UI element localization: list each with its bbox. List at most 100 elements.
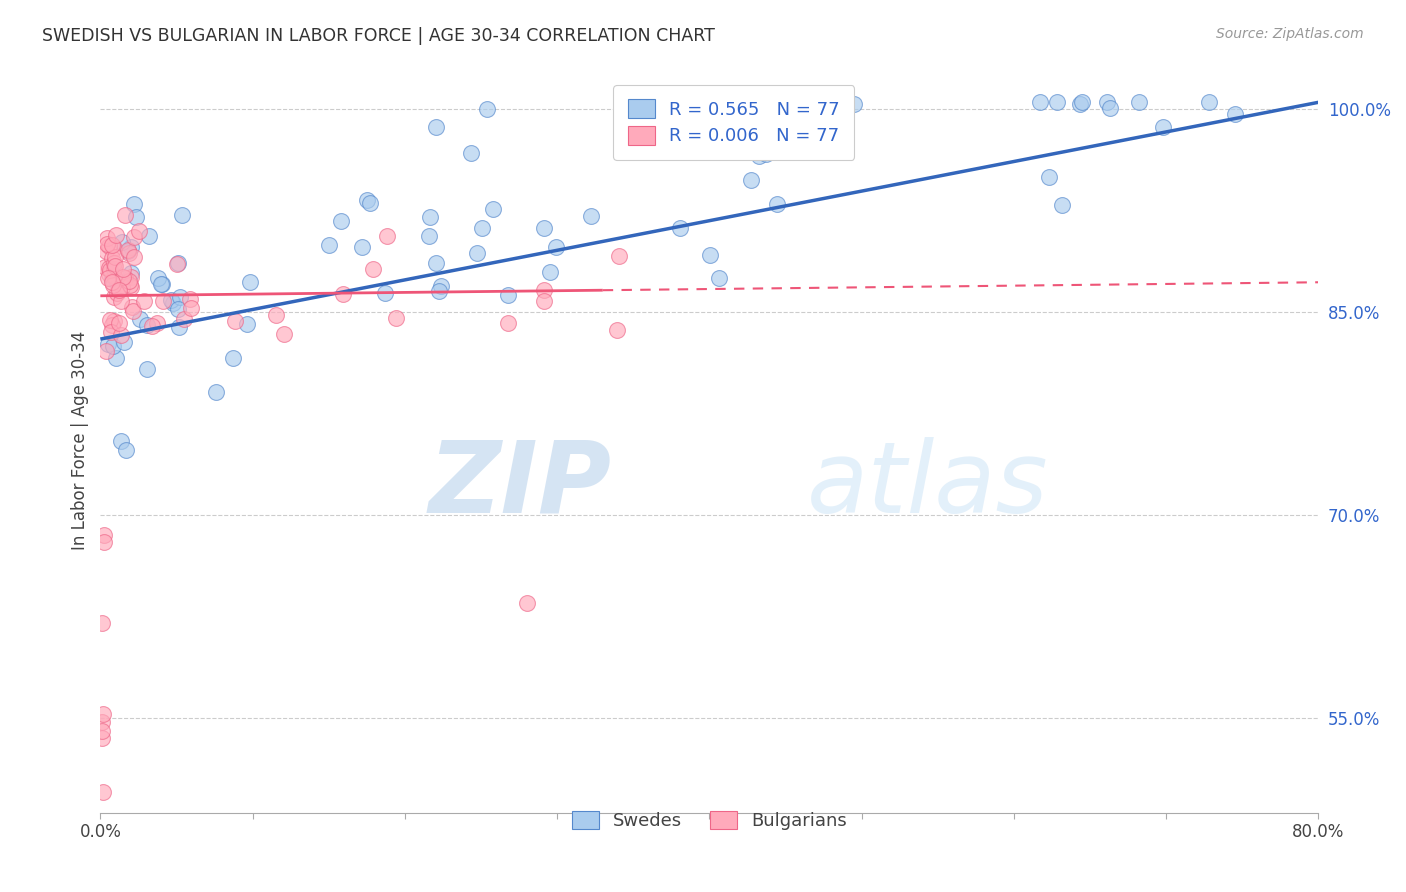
Point: [224, 313, 246, 327]
Point: [94, 344, 117, 359]
Point: [150, 277, 173, 291]
Point: [103, 314, 125, 328]
Point: [533, 220, 555, 235]
Point: [748, 149, 770, 163]
Point: [97, 267, 120, 281]
Point: [460, 146, 482, 161]
Point: [90, 616, 112, 631]
Point: [122, 230, 145, 244]
Point: [1128, 95, 1150, 110]
Legend: Swedes, Bulgarians: Swedes, Bulgarians: [557, 797, 862, 845]
Point: [101, 339, 124, 353]
Point: [429, 279, 451, 293]
Text: ZIP: ZIP: [429, 437, 612, 533]
Point: [264, 308, 287, 322]
Point: [169, 290, 191, 304]
Point: [693, 107, 716, 121]
Point: [120, 277, 142, 292]
Point: [110, 328, 132, 343]
Point: [105, 285, 128, 300]
Point: [173, 312, 195, 326]
Point: [1198, 95, 1220, 110]
Point: [110, 434, 132, 448]
Point: [114, 208, 136, 222]
Point: [98, 313, 121, 327]
Point: [93, 535, 115, 549]
Point: [112, 334, 135, 349]
Point: [145, 316, 167, 330]
Point: [101, 318, 124, 332]
Point: [471, 220, 494, 235]
Point: [356, 193, 378, 207]
Point: [1152, 120, 1174, 134]
Point: [103, 256, 125, 270]
Point: [96, 237, 118, 252]
Point: [101, 251, 124, 265]
Point: [496, 316, 519, 330]
Point: [755, 147, 778, 161]
Text: Source: ZipAtlas.com: Source: ZipAtlas.com: [1216, 27, 1364, 41]
Point: [150, 277, 173, 292]
Point: [350, 240, 373, 254]
Point: [1046, 95, 1069, 110]
Point: [120, 279, 142, 293]
Point: [170, 208, 193, 222]
Point: [103, 259, 125, 273]
Point: [122, 250, 145, 264]
Point: [90, 724, 112, 739]
Point: [167, 302, 190, 317]
Point: [103, 290, 125, 304]
Point: [118, 245, 141, 260]
Point: [101, 272, 124, 286]
Point: [97, 337, 120, 351]
Point: [581, 209, 603, 223]
Point: [110, 294, 132, 309]
Point: [273, 327, 295, 342]
Point: [418, 229, 440, 244]
Point: [425, 255, 447, 269]
Point: [1098, 101, 1121, 115]
Point: [765, 196, 787, 211]
Point: [146, 270, 169, 285]
Point: [96, 230, 118, 244]
Point: [91, 785, 114, 799]
Point: [97, 271, 120, 285]
Point: [110, 235, 132, 250]
Point: [477, 102, 499, 116]
Point: [221, 351, 243, 366]
Point: [204, 385, 226, 400]
Point: [482, 202, 505, 216]
Point: [1223, 107, 1246, 121]
Point: [1070, 95, 1092, 110]
Point: [117, 244, 139, 259]
Point: [120, 270, 142, 285]
Point: [122, 196, 145, 211]
Point: [118, 274, 141, 288]
Point: [374, 286, 396, 301]
Y-axis label: In Labor Force | Age 30-34: In Labor Force | Age 30-34: [72, 331, 89, 550]
Point: [699, 248, 721, 262]
Point: [138, 228, 160, 243]
Point: [103, 268, 125, 283]
Point: [97, 261, 120, 276]
Point: [93, 260, 115, 275]
Point: [465, 245, 488, 260]
Point: [361, 261, 384, 276]
Point: [135, 318, 157, 332]
Point: [104, 250, 127, 264]
Point: [1029, 95, 1052, 110]
Point: [105, 228, 128, 243]
Point: [93, 528, 115, 542]
Point: [179, 292, 201, 306]
Point: [112, 270, 135, 285]
Point: [167, 319, 190, 334]
Point: [498, 288, 520, 302]
Point: [329, 214, 352, 228]
Point: [162, 295, 184, 310]
Point: [101, 237, 124, 252]
Point: [108, 283, 131, 297]
Point: [427, 284, 450, 298]
Point: [117, 243, 139, 257]
Point: [1052, 198, 1074, 212]
Point: [1095, 95, 1118, 110]
